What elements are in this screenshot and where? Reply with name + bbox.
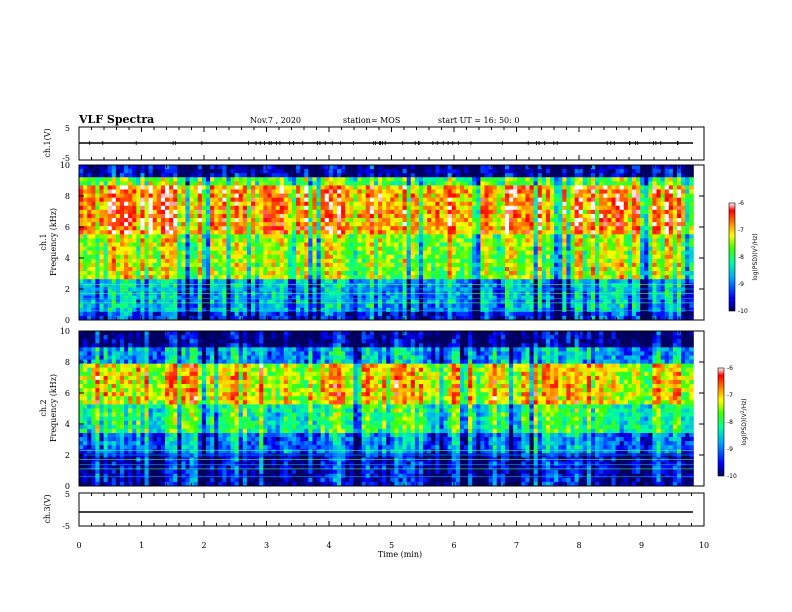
ch2-colorbar-tick-7: -7	[727, 392, 733, 399]
ch3-ytick-bottom: -5	[62, 522, 70, 531]
time-tick-label: 9	[639, 541, 644, 550]
ch2-spectrogram-ytick-label: 6	[65, 389, 70, 398]
ch2-spectrogram-ytick-label: 10	[60, 327, 70, 336]
time-axis-label: Time (min)	[378, 550, 422, 559]
ch1-spectrogram-ytick-label: 10	[60, 161, 70, 170]
ch1-colorbar-label: log(PSD)(V2/Hz)	[751, 233, 759, 280]
ch1-ytick-bottom: -5	[62, 154, 70, 163]
ch2-colorbar-tick-max: -6	[727, 365, 733, 372]
ch2-colorbar-tick-min: -10	[727, 473, 737, 480]
ch1-spectrogram-image	[79, 165, 694, 321]
ch1-spectrogram-ytick-label: 6	[65, 223, 70, 232]
ch3-ytick-top: 5	[65, 490, 70, 499]
start-time-label: start UT = 16: 50: 0	[438, 116, 519, 125]
ch2-spectrogram-ylabel-channel: ch.2	[39, 399, 48, 416]
time-tick-label: 7	[514, 541, 519, 550]
ch1-colorbar-tick-9: -9	[738, 281, 744, 288]
ch2-spectrogram-ytick-label: 2	[65, 451, 70, 460]
ch2-spectrogram-ytick-label: 8	[65, 358, 70, 367]
ch1-colorbar-tick-max: -6	[738, 200, 744, 207]
ch1-colorbar: -6 -7 -8 -9 -10 log(PSD)(V2/Hz)	[728, 200, 759, 315]
time-tick-label: 3	[264, 541, 269, 550]
ch1-spectrogram-ytick-label: 0	[65, 316, 70, 325]
time-tick-label: 1	[139, 541, 144, 550]
time-axis-ticks	[78, 127, 705, 526]
ch2-colorbar-tick-8: -8	[727, 419, 733, 426]
ch1-spectrogram-panel: 0 2 4 6 8 10 ch.1 Frequency (kHz)	[39, 161, 705, 325]
ch1-waveform-ylabel: ch.1(V)	[43, 128, 52, 157]
time-tick-label: 6	[451, 541, 456, 550]
time-tick-label: 8	[576, 541, 581, 550]
ch1-spectrogram-ytick-label: 4	[65, 254, 70, 263]
ch2-spectrogram-ytick-label: 4	[65, 420, 70, 429]
ch2-colorbar: -6 -7 -8 -9 -10 log(PSD)(V2/Hz)	[717, 365, 748, 480]
ch1-spectrogram-ylabel-channel: ch.1	[39, 233, 48, 250]
ch1-spectrogram-ytick-label: 8	[65, 192, 70, 201]
ch2-spectrogram-panel: 0 2 4 6 8 10 ch.2 Frequency (kHz)	[39, 327, 705, 491]
date-label: Nov.7 , 2020	[250, 116, 301, 125]
ch1-colorbar-tick-min: -10	[738, 308, 748, 315]
ch1-waveform-panel: 5 -5 ch.1(V)	[43, 124, 705, 163]
time-tick-label: 4	[326, 541, 331, 550]
ch1-spectrogram-ylabel-frequency: Frequency (kHz)	[49, 208, 58, 276]
ch2-spectrogram-ylabel-frequency: Frequency (kHz)	[49, 374, 58, 442]
ch2-spectrogram-ytick-label: 0	[65, 482, 70, 491]
time-tick-label: 2	[201, 541, 206, 550]
time-tick-label: 10	[699, 541, 709, 550]
time-tick-label: 0	[76, 541, 81, 550]
ch3-waveform-ylabel: ch.3(V)	[43, 494, 52, 523]
station-label: station= MOS	[343, 116, 400, 125]
ch1-spectrogram-ytick-label: 2	[65, 285, 70, 294]
ch2-colorbar-label: log(PSD)(V2/Hz)	[740, 398, 748, 445]
ch1-colorbar-tick-8: -8	[738, 254, 744, 261]
ch3-waveform-panel: 5 -5 ch.3(V)	[43, 490, 705, 531]
ch2-spectrogram-image	[79, 331, 694, 487]
ch1-colorbar-tick-7: -7	[738, 227, 744, 234]
time-axis-labels: 0 1 2 3 4 5 6 7 8 9 10	[76, 541, 709, 550]
ch2-colorbar-tick-9: -9	[727, 446, 733, 453]
time-tick-label: 5	[389, 541, 394, 550]
figure-title: VLF Spectra	[78, 113, 154, 126]
ch1-ytick-top: 5	[65, 124, 70, 133]
